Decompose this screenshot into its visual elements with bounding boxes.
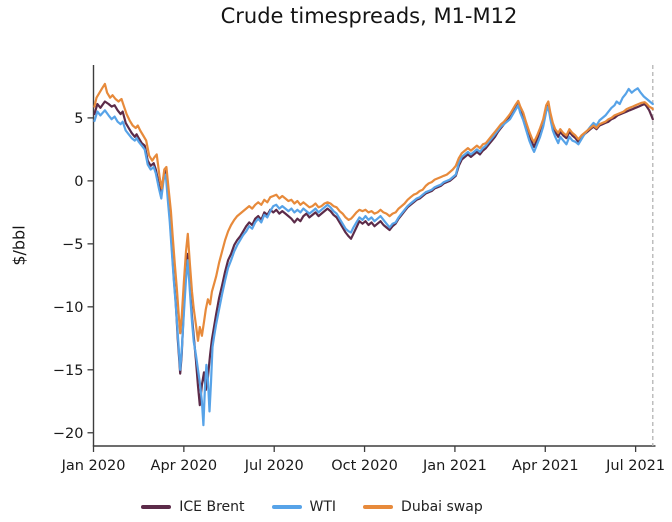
legend-item-dubai-swap: Dubai swap: [363, 499, 483, 515]
x-tick-label: Apr 2020: [151, 458, 218, 474]
x-tick-label: Jul 2020: [244, 458, 304, 474]
x-tick-label: Jul 2021: [605, 458, 665, 474]
legend-item-wti: WTI: [271, 499, 337, 515]
x-tick-label: Oct 2020: [331, 458, 398, 474]
y-tick-label: 0: [74, 174, 83, 190]
legend-label: ICE Brent: [179, 499, 245, 515]
chart-title: Crude timespreads, M1-M12: [220, 4, 518, 28]
legend-label: WTI: [309, 499, 337, 515]
legend-label: Dubai swap: [401, 499, 483, 515]
x-tick-label: Jan 2020: [61, 458, 126, 474]
legend: ICE Brent WTI Dubai swap: [0, 499, 648, 515]
legend-swatch: [271, 505, 302, 509]
series-line-dubai-swap: [93, 82, 654, 342]
y-tick-label: −5: [62, 237, 83, 253]
y-tick-label: −20: [53, 426, 84, 442]
legend-swatch: [363, 505, 394, 509]
x-tick-label: Jan 2021: [422, 458, 487, 474]
y-tick-label: 5: [74, 111, 83, 127]
y-tick-label: −15: [53, 363, 84, 379]
series-line-ice-brent: [93, 100, 654, 407]
y-tick-label: −10: [53, 300, 84, 316]
axes: 5 0 −5 −10 −15 −20 Jan 2020 Apr 2020 Jul 2020 Oct…: [53, 65, 665, 474]
legend-swatch: [141, 505, 172, 509]
series-line-wti: [93, 87, 654, 427]
x-tick-label: Apr 2021: [512, 458, 579, 474]
legend-item-ice-brent: ICE Brent: [141, 499, 245, 515]
